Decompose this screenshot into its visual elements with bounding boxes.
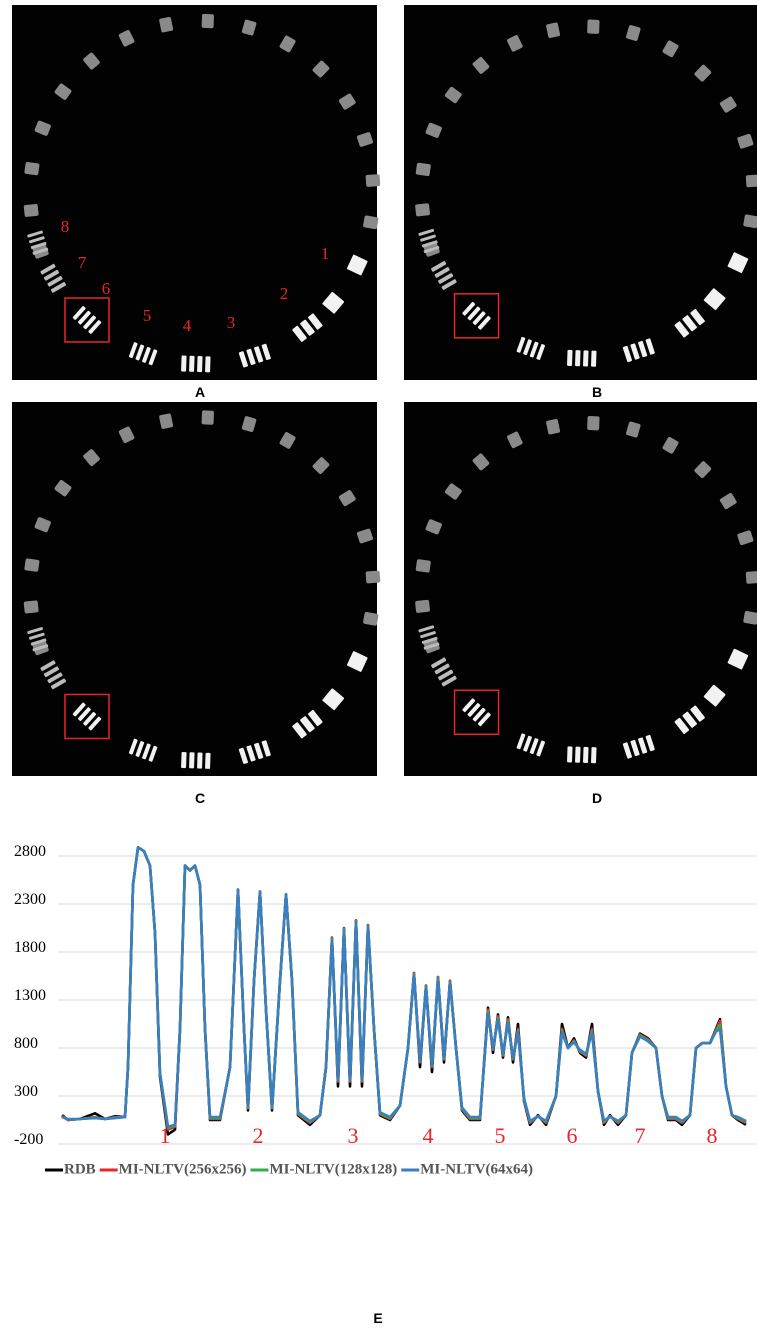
phantom-bar <box>567 746 573 762</box>
roi-label: 7 <box>78 253 87 272</box>
roi-label: 8 <box>61 217 70 236</box>
phantom-insert <box>746 174 757 187</box>
y-tick-label: -200 <box>14 1131 43 1148</box>
y-tick-label: 1800 <box>14 939 46 956</box>
y-tick-label: 300 <box>14 1083 38 1100</box>
legend-label: RDB <box>64 1161 96 1177</box>
phantom-bar <box>591 351 597 367</box>
roi-label: 1 <box>321 244 330 263</box>
segment-label: 2 <box>253 1123 264 1148</box>
phantom-insert <box>415 559 431 573</box>
legend-label: MI-NLTV(128x128) <box>269 1161 397 1177</box>
panel-label: B <box>592 384 602 400</box>
panel-label: C <box>195 790 205 806</box>
phantom-insert <box>363 215 379 229</box>
series-line <box>62 847 746 1134</box>
y-tick-label: 2800 <box>14 843 46 860</box>
legend-label: MI-NLTV(256x256) <box>119 1161 247 1177</box>
phantom-insert <box>24 204 39 217</box>
phantom-bar <box>205 753 211 769</box>
phantom-insert <box>202 410 214 424</box>
phantom-bar <box>205 356 211 372</box>
phantom-insert <box>746 571 757 584</box>
legend-label: MI-NLTV(64x64) <box>420 1161 533 1177</box>
segment-label: 5 <box>495 1123 506 1148</box>
image-background <box>404 402 757 776</box>
figure: A B C D 1 2 3 4 5 6 7 8 E -200 300 800 1300… <box>0 0 757 1334</box>
phantom-bar <box>181 752 187 768</box>
image-panel <box>404 5 757 380</box>
phantom-bar <box>575 747 581 763</box>
phantom-insert <box>587 416 599 430</box>
segment-label: 6 <box>567 1123 578 1148</box>
phantom-bar <box>575 350 581 366</box>
phantom-insert <box>366 571 381 584</box>
phantom-bar <box>583 747 589 763</box>
segment-label: 8 <box>707 1123 718 1148</box>
phantom-insert <box>743 214 757 228</box>
roi-label: 2 <box>280 284 289 303</box>
segment-label: 1 <box>160 1123 171 1148</box>
panel-label: E <box>373 1310 382 1326</box>
phantom-insert <box>202 14 214 28</box>
phantom-insert <box>366 174 381 187</box>
image-background <box>404 5 757 380</box>
roi-label: 4 <box>183 316 192 335</box>
phantom-bar <box>583 350 589 366</box>
roi-label: 6 <box>102 279 111 298</box>
panel-label: D <box>592 790 602 806</box>
phantom-bar <box>197 356 203 372</box>
phantom-insert <box>415 203 430 216</box>
phantom-bar <box>591 747 597 763</box>
phantom-insert <box>363 612 379 626</box>
phantom-insert <box>24 162 40 176</box>
phantom-bar <box>189 752 195 768</box>
phantom-bar <box>181 355 187 371</box>
image-panel <box>404 402 757 776</box>
segment-label: 4 <box>423 1123 434 1148</box>
series-line <box>62 847 746 1126</box>
roi-label: 3 <box>227 313 236 332</box>
phantom-bar <box>567 350 573 366</box>
phantom-insert <box>415 600 430 613</box>
phantom-insert <box>587 19 599 33</box>
image-panel <box>12 402 380 776</box>
panel-label: A <box>195 384 205 400</box>
segment-label: 3 <box>348 1123 359 1148</box>
series-line <box>62 847 746 1129</box>
phantom-insert <box>24 558 40 572</box>
phantom-bar <box>189 356 195 372</box>
y-tick-label: 1300 <box>14 987 46 1004</box>
y-tick-label: 2300 <box>14 891 46 908</box>
phantom-bar <box>197 753 203 769</box>
page: { "panels": [{"label": "A"}, {"label": "… <box>0 0 757 1334</box>
image-panel <box>12 5 380 380</box>
roi-label: 5 <box>143 306 152 325</box>
phantom-insert <box>415 162 431 176</box>
segment-label: 7 <box>635 1123 646 1148</box>
phantom-insert <box>743 611 757 625</box>
phantom-insert <box>24 600 39 613</box>
y-tick-label: 800 <box>14 1035 38 1052</box>
